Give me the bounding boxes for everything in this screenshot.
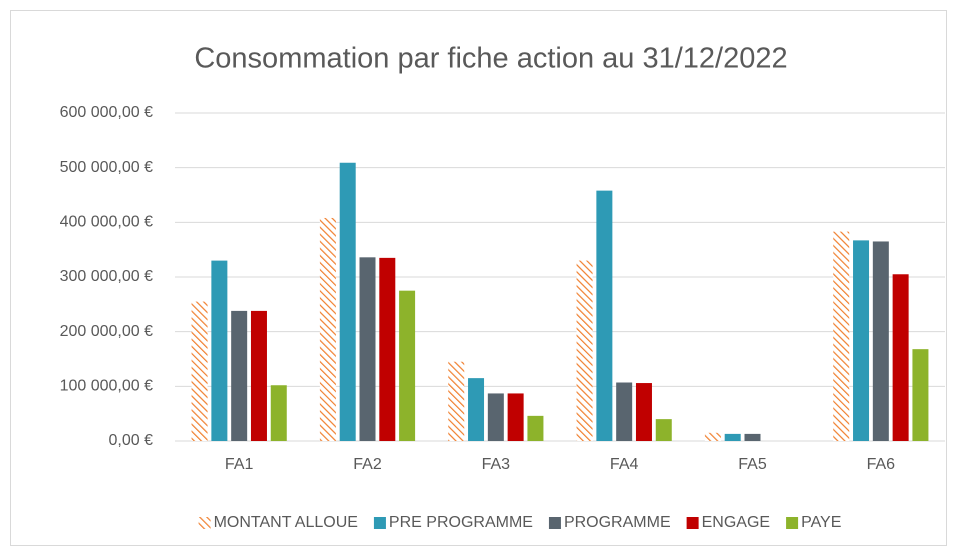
bar — [724, 433, 741, 441]
bar — [448, 361, 465, 441]
y-tick-label: 500 000,00 € — [60, 159, 154, 176]
x-tick-label: FA1 — [225, 456, 254, 473]
bar — [833, 231, 850, 441]
bar — [468, 378, 485, 441]
bar — [231, 310, 248, 441]
y-tick-label: 400 000,00 € — [60, 214, 154, 231]
chart-title: Consommation par fiche action au 31/12/2… — [194, 43, 787, 75]
bar — [191, 301, 208, 441]
x-tick-label: FA6 — [867, 456, 896, 473]
x-tick-label: FA2 — [353, 456, 382, 473]
bar — [655, 419, 672, 441]
bar — [270, 385, 287, 441]
legend-label: MONTANT ALLOUE — [214, 514, 358, 531]
bar — [596, 190, 613, 441]
bar — [359, 257, 376, 441]
legend-label: ENGAGE — [702, 514, 770, 531]
y-tick-label: 200 000,00 € — [60, 323, 154, 340]
y-tick-label: 100 000,00 € — [60, 378, 154, 395]
legend-swatch — [373, 517, 386, 529]
legend-label: PRE PROGRAMME — [389, 514, 533, 531]
bar — [704, 432, 721, 441]
bar — [527, 415, 544, 441]
bar — [872, 241, 889, 441]
x-tick-label: FA3 — [482, 456, 511, 473]
legend-label: PAYE — [801, 514, 841, 531]
bar — [319, 217, 336, 441]
bar — [507, 393, 524, 441]
legend-swatch — [686, 517, 699, 529]
bar — [487, 393, 504, 441]
x-tick-label: FA5 — [738, 456, 767, 473]
bar — [744, 433, 761, 441]
bar — [635, 383, 652, 441]
bar — [211, 260, 228, 441]
bar — [250, 310, 267, 441]
bar — [912, 349, 929, 441]
bar — [616, 382, 633, 441]
bar — [853, 240, 870, 441]
legend-swatch — [786, 517, 799, 529]
legend-swatch — [198, 517, 211, 529]
bar — [892, 274, 909, 441]
bar — [339, 162, 356, 441]
y-tick-label: 0,00 € — [109, 432, 154, 449]
bar — [379, 257, 396, 441]
bar — [399, 290, 416, 441]
bar — [576, 260, 593, 441]
legend-label: PROGRAMME — [564, 514, 671, 531]
y-tick-label: 600 000,00 € — [60, 104, 154, 121]
chart-border — [10, 10, 947, 546]
legend-swatch — [548, 517, 561, 529]
x-tick-label: FA4 — [610, 456, 639, 473]
y-tick-label: 300 000,00 € — [60, 268, 154, 285]
